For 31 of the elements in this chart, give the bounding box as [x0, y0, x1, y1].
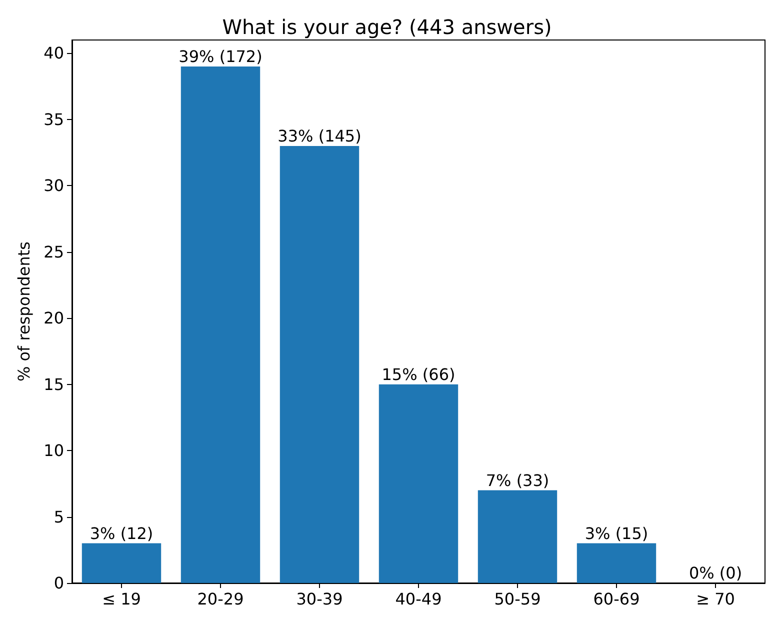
x-tick-label: ≥ 70	[696, 590, 735, 608]
x-tick-label: ≤ 19	[102, 590, 141, 608]
y-tick-label: 35	[44, 110, 64, 129]
y-tick-label: 15	[44, 374, 64, 394]
data-label: 7% (33)	[486, 470, 550, 490]
bar	[180, 66, 260, 583]
data-label: 3% (15)	[584, 524, 648, 543]
x-tick-label: 60-69	[593, 590, 640, 608]
bar	[280, 146, 360, 583]
data-label: 3% (12)	[90, 524, 154, 543]
y-axis-title: % of respondents	[14, 241, 34, 382]
bar	[82, 543, 162, 583]
data-label: 0% (0)	[688, 564, 742, 582]
data-label: 33% (145)	[278, 126, 362, 146]
data-label: 15% (66)	[382, 364, 456, 384]
data-label: 39% (172)	[178, 46, 262, 66]
y-tick-label: 10	[44, 441, 64, 460]
y-tick-label: 20	[44, 308, 64, 328]
y-tick-label: 0	[54, 574, 64, 592]
chart-title: What is your age? (443 answers)	[222, 15, 552, 39]
y-tick-label: 5	[54, 507, 64, 526]
y-tick-label: 25	[44, 242, 64, 262]
bar	[576, 543, 656, 583]
y-tick-label: 40	[44, 44, 64, 63]
x-tick-label: 20-29	[197, 590, 244, 608]
bar	[378, 384, 458, 583]
bar	[478, 490, 558, 583]
y-tick-label: 30	[44, 176, 64, 196]
x-tick-label: 50-59	[494, 590, 541, 608]
x-tick-label: 30-39	[296, 590, 343, 608]
x-tick-label: 40-49	[395, 590, 442, 608]
